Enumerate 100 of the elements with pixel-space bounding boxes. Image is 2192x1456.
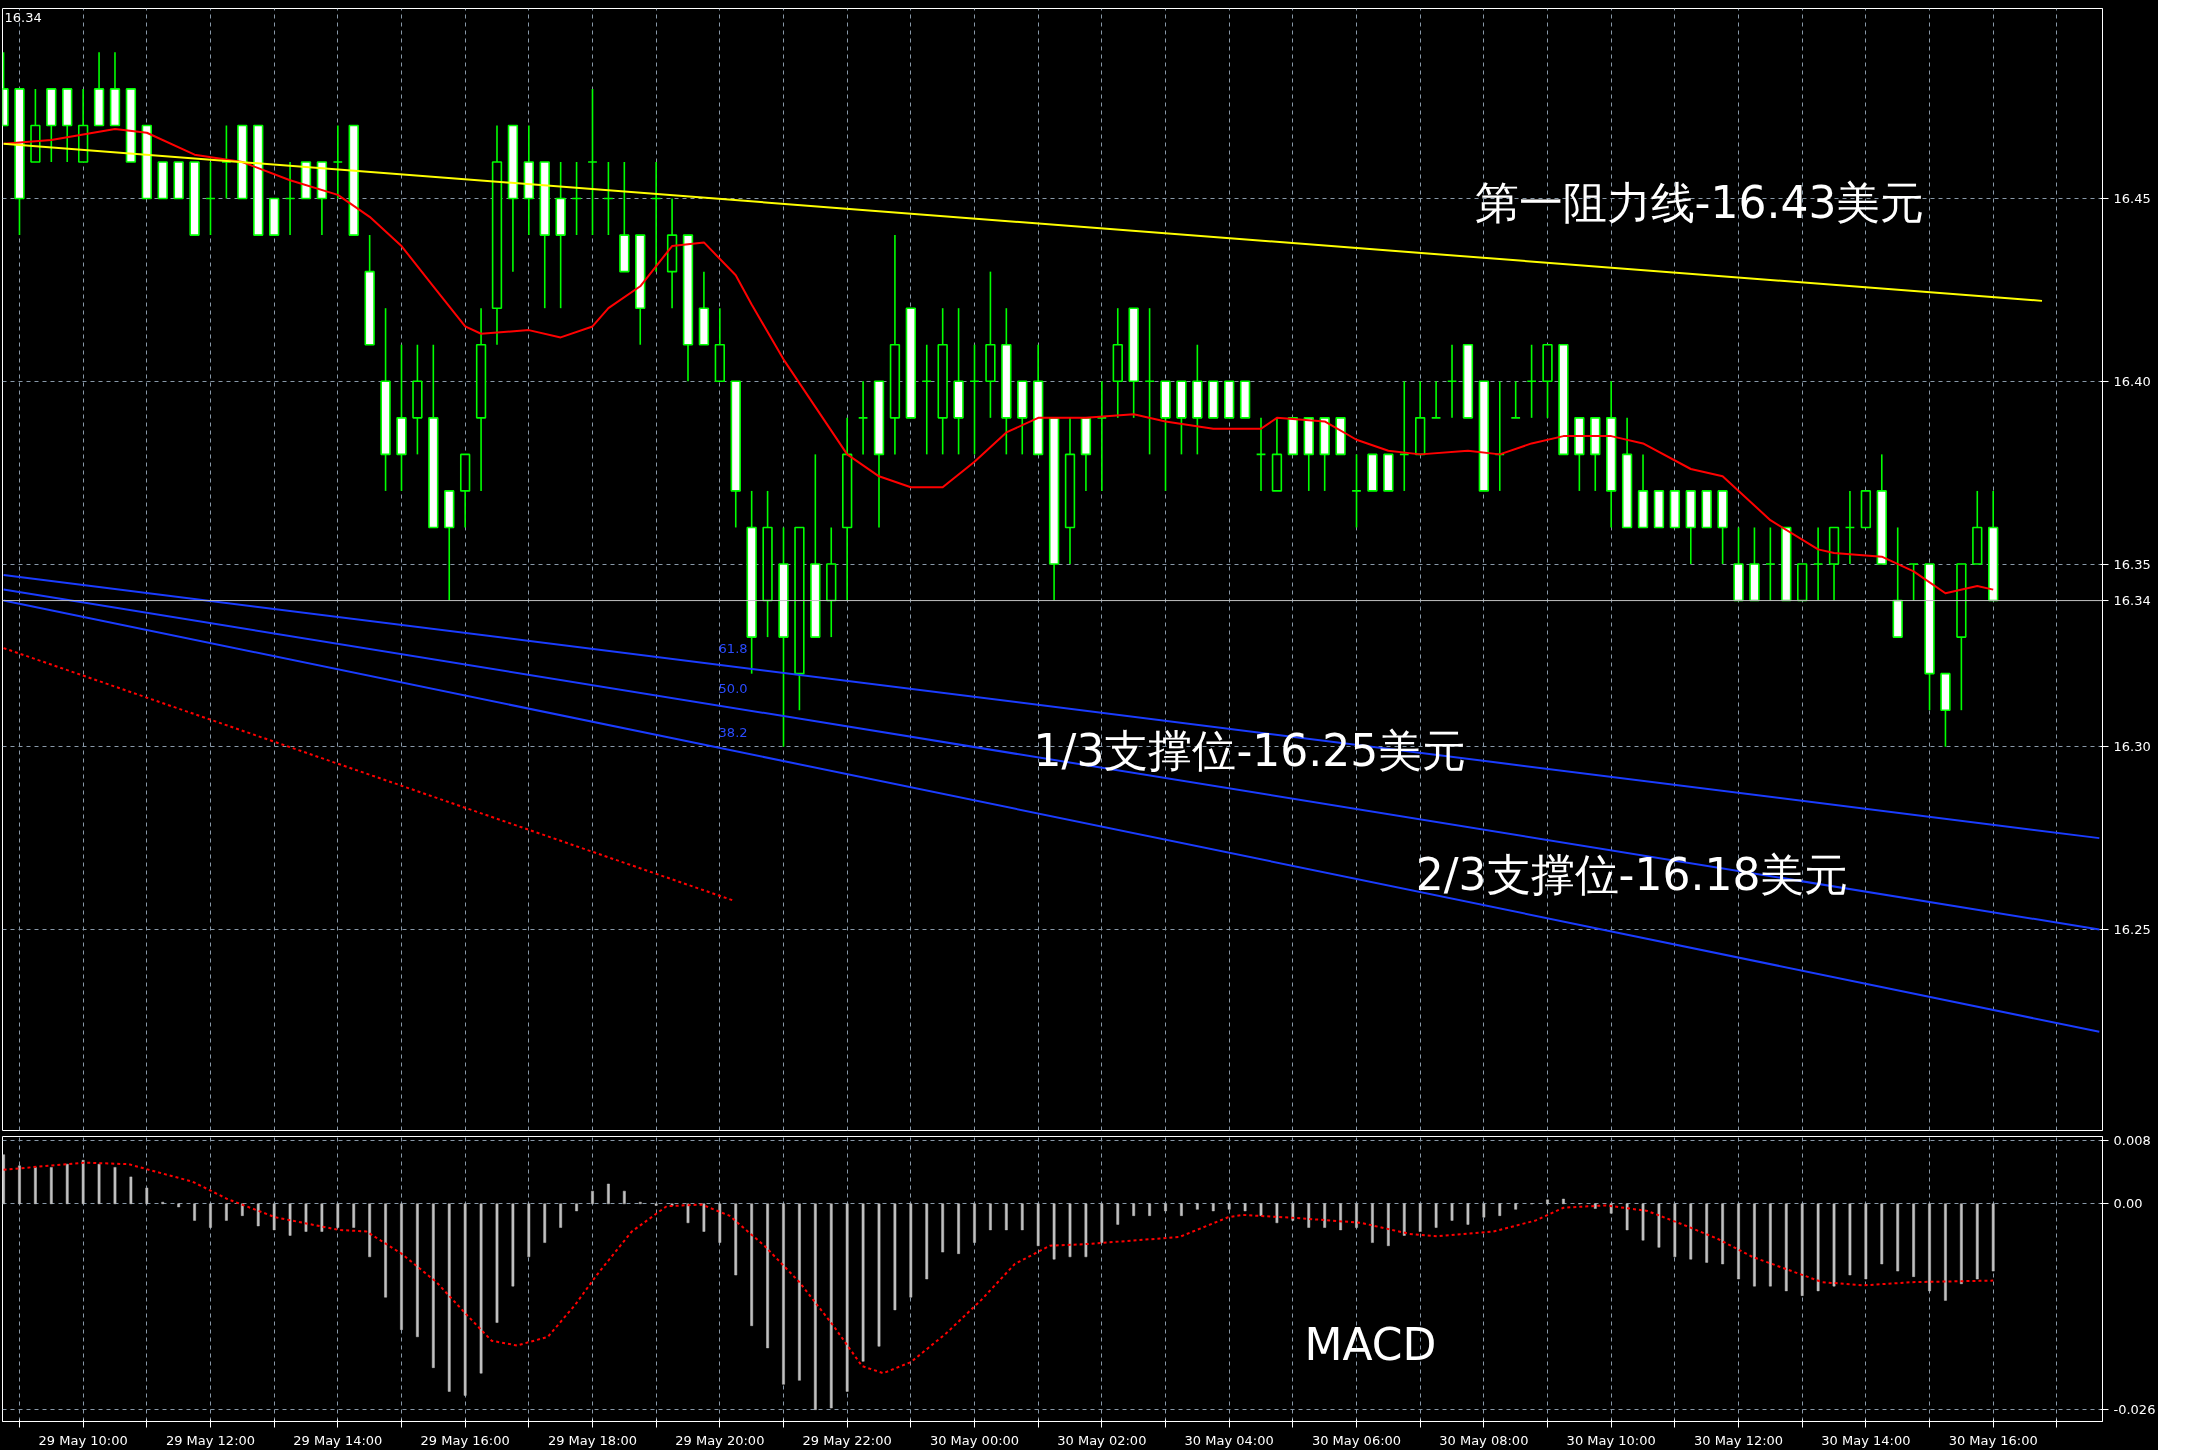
bar	[734, 1203, 738, 1276]
bar	[1498, 1203, 1502, 1216]
bar	[81, 1160, 85, 1205]
bar	[209, 1203, 212, 1228]
annotation: MACD	[1304, 1319, 1437, 1371]
x-tick-label: 30 May 08:00	[1439, 1432, 1529, 1448]
x-tick-label: 29 May 12:00	[165, 1432, 256, 1448]
bar	[1068, 1203, 1072, 1258]
bar	[431, 1203, 435, 1368]
bar	[1657, 1203, 1661, 1248]
bar	[288, 1203, 292, 1236]
bar	[750, 1203, 754, 1326]
bar	[1673, 1203, 1677, 1258]
x-tick-label: 30 May 14:00	[1821, 1432, 1911, 1448]
bar	[1164, 1203, 1167, 1212]
bar	[18, 1165, 21, 1205]
x-tick-label: 29 May 10:00	[38, 1432, 128, 1448]
bar	[1593, 1203, 1597, 1209]
bar	[49, 1167, 53, 1205]
bar	[1896, 1203, 1900, 1272]
bar	[925, 1203, 929, 1280]
bar	[1020, 1203, 1024, 1231]
bar	[1084, 1203, 1088, 1258]
bar	[1132, 1203, 1136, 1216]
bar	[1371, 1203, 1374, 1243]
x-tick-label: 29 May 18:00	[547, 1432, 638, 1448]
bar	[1307, 1203, 1311, 1228]
ref-line-label: 16.34	[2113, 593, 2151, 609]
x-tick-label: 30 May 12:00	[1693, 1432, 1784, 1448]
bar	[1386, 1203, 1390, 1246]
bar	[336, 1203, 340, 1228]
bar	[607, 1183, 610, 1205]
bar	[798, 1203, 801, 1381]
bar	[1211, 1203, 1215, 1212]
bar	[193, 1203, 196, 1221]
bar	[1848, 1203, 1852, 1276]
bar	[702, 1203, 706, 1232]
bar	[1562, 1198, 1565, 1205]
bar	[272, 1203, 276, 1231]
x-tick-label: 30 May 02:00	[1057, 1432, 1147, 1448]
y-tick-label: -0.026	[2113, 1402, 2156, 1418]
y-tick-label: 16.35	[2113, 556, 2151, 572]
bar	[877, 1203, 881, 1347]
bar	[1195, 1203, 1199, 1210]
bar	[1339, 1203, 1342, 1231]
annotation: 61.8	[718, 640, 748, 656]
bar	[416, 1203, 419, 1338]
bar	[1052, 1203, 1056, 1260]
y-tick-label: 16.25	[2113, 921, 2151, 937]
bar	[1116, 1203, 1120, 1225]
annotation: 第一阻力线-16.43美元	[1474, 177, 1925, 229]
bar	[495, 1203, 499, 1323]
bar	[145, 1187, 149, 1205]
bar	[65, 1163, 69, 1205]
y-tick-label: 16.40	[2113, 373, 2151, 389]
bar	[225, 1203, 228, 1221]
bar	[304, 1203, 308, 1232]
bar	[447, 1203, 451, 1392]
bar	[1769, 1203, 1772, 1287]
bar	[1864, 1203, 1868, 1280]
annotation: 38.2	[718, 724, 748, 740]
bar	[1227, 1203, 1231, 1210]
y-tick-label: 0.00	[2113, 1196, 2143, 1212]
bar	[1275, 1203, 1279, 1224]
bar	[845, 1203, 849, 1392]
bar	[1737, 1203, 1740, 1280]
bar	[1434, 1203, 1438, 1228]
bar	[97, 1163, 101, 1205]
bar	[1960, 1203, 1963, 1284]
bar	[1784, 1203, 1788, 1292]
x-tick-label: 29 May 16:00	[420, 1432, 510, 1448]
bar	[1402, 1203, 1406, 1236]
bar	[1466, 1203, 1470, 1225]
bar	[1641, 1203, 1645, 1241]
bar	[1991, 1203, 1995, 1272]
bar	[1625, 1203, 1629, 1231]
bar	[34, 1167, 37, 1205]
bar	[1975, 1203, 1979, 1280]
bar	[1944, 1203, 1947, 1301]
bar	[686, 1203, 690, 1224]
bar	[957, 1203, 960, 1254]
bar	[989, 1203, 992, 1231]
bar	[1180, 1203, 1183, 1216]
bar	[1928, 1203, 1931, 1292]
x-tick-label: 29 May 22:00	[802, 1432, 892, 1448]
bar	[1355, 1203, 1358, 1228]
bar	[527, 1203, 531, 1258]
bar	[463, 1203, 467, 1396]
bar	[1753, 1203, 1756, 1287]
bar	[1418, 1203, 1422, 1232]
bar	[893, 1203, 897, 1311]
bar	[941, 1203, 945, 1253]
bar	[479, 1203, 483, 1374]
bar	[1450, 1203, 1454, 1221]
bar	[1100, 1203, 1104, 1243]
bar	[1546, 1199, 1549, 1205]
bar	[766, 1203, 769, 1349]
bar	[829, 1203, 833, 1409]
bar	[718, 1203, 722, 1243]
x-tick-label: 30 May 06:00	[1311, 1432, 1402, 1448]
